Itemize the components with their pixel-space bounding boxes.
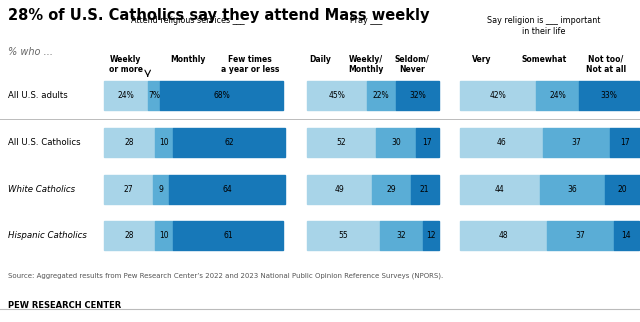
Bar (160, 81, 283, 110)
Text: 28: 28 (125, 138, 134, 147)
Text: 10: 10 (159, 232, 169, 240)
Text: 61: 61 (223, 232, 233, 240)
Bar (104, 128, 155, 157)
Text: 24%: 24% (549, 91, 566, 100)
Bar (610, 128, 640, 157)
Text: 55: 55 (339, 232, 348, 240)
Bar (460, 81, 536, 110)
Text: 64: 64 (222, 185, 232, 194)
Bar (543, 128, 610, 157)
Text: 42%: 42% (490, 91, 506, 100)
Bar (380, 222, 422, 250)
Bar (367, 81, 396, 110)
Text: 37: 37 (572, 138, 582, 147)
Bar (307, 222, 380, 250)
Bar (153, 175, 170, 204)
Text: Attend religious services ___: Attend religious services ___ (131, 16, 244, 25)
Bar (155, 128, 173, 157)
Text: Say religion is ___ important
in their life: Say religion is ___ important in their l… (487, 16, 600, 35)
Text: 12: 12 (426, 232, 435, 240)
Text: 17: 17 (621, 138, 630, 147)
Text: 7%: 7% (148, 91, 160, 100)
Bar (372, 175, 411, 204)
Bar (422, 222, 438, 250)
Bar (104, 81, 148, 110)
Text: 27: 27 (124, 185, 134, 194)
Bar (170, 175, 285, 204)
Text: 20: 20 (618, 185, 628, 194)
Text: 62: 62 (224, 138, 234, 147)
Bar (148, 81, 160, 110)
Text: 46: 46 (497, 138, 507, 147)
Text: 52: 52 (337, 138, 346, 147)
Text: All U.S. adults: All U.S. adults (8, 91, 68, 100)
Text: Few times
a year or less: Few times a year or less (221, 55, 279, 74)
Bar (460, 175, 540, 204)
Text: White Catholics: White Catholics (8, 185, 76, 194)
Text: 29: 29 (387, 185, 396, 194)
Text: 24%: 24% (118, 91, 134, 100)
Text: Somewhat: Somewhat (521, 55, 566, 64)
Text: Weekly
or more: Weekly or more (109, 55, 143, 74)
Text: Seldom/
Never: Seldom/ Never (394, 55, 429, 74)
Bar (411, 175, 438, 204)
Text: 22%: 22% (373, 91, 390, 100)
Bar (416, 128, 438, 157)
Text: 32: 32 (397, 232, 406, 240)
Bar (307, 81, 367, 110)
Text: All U.S. Catholics: All U.S. Catholics (8, 138, 81, 147)
Text: Not too/
Not at all: Not too/ Not at all (586, 55, 626, 74)
Text: 21: 21 (420, 185, 429, 194)
Text: % who ...: % who ... (8, 47, 53, 57)
Bar (540, 175, 605, 204)
Bar (104, 175, 153, 204)
Bar (460, 128, 543, 157)
Bar (173, 222, 283, 250)
Text: 32%: 32% (409, 91, 426, 100)
Text: 33%: 33% (601, 91, 618, 100)
Text: Pray ___: Pray ___ (349, 16, 382, 25)
Text: 49: 49 (334, 185, 344, 194)
Text: 45%: 45% (328, 91, 345, 100)
Bar (547, 222, 614, 250)
Bar (579, 81, 639, 110)
Bar (396, 81, 438, 110)
Bar (536, 81, 579, 110)
Text: 44: 44 (495, 185, 505, 194)
Bar (173, 128, 285, 157)
Bar (104, 222, 155, 250)
Text: 48: 48 (499, 232, 508, 240)
Bar (307, 175, 372, 204)
Text: Hispanic Catholics: Hispanic Catholics (8, 232, 87, 240)
Text: 28: 28 (125, 232, 134, 240)
Text: Daily: Daily (309, 55, 331, 64)
Text: 28% of U.S. Catholics say they attend Mass weekly: 28% of U.S. Catholics say they attend Ma… (8, 8, 430, 23)
Text: 10: 10 (159, 138, 169, 147)
Text: PEW RESEARCH CENTER: PEW RESEARCH CENTER (8, 301, 122, 310)
Text: 30: 30 (391, 138, 401, 147)
Text: Source: Aggregated results from Pew Research Center’s 2022 and 2023 National Pub: Source: Aggregated results from Pew Rese… (8, 272, 444, 279)
Bar (460, 222, 547, 250)
Text: 36: 36 (567, 185, 577, 194)
Text: 14: 14 (621, 232, 631, 240)
Bar (307, 128, 376, 157)
Bar (155, 222, 173, 250)
Bar (376, 128, 416, 157)
Text: Monthly: Monthly (170, 55, 205, 64)
Text: Very: Very (472, 55, 492, 64)
Text: Weekly/
Monthly: Weekly/ Monthly (348, 55, 383, 74)
Text: 17: 17 (422, 138, 432, 147)
Text: 68%: 68% (213, 91, 230, 100)
Bar (605, 175, 640, 204)
Bar (614, 222, 639, 250)
Text: 9: 9 (159, 185, 164, 194)
Text: 37: 37 (575, 232, 585, 240)
